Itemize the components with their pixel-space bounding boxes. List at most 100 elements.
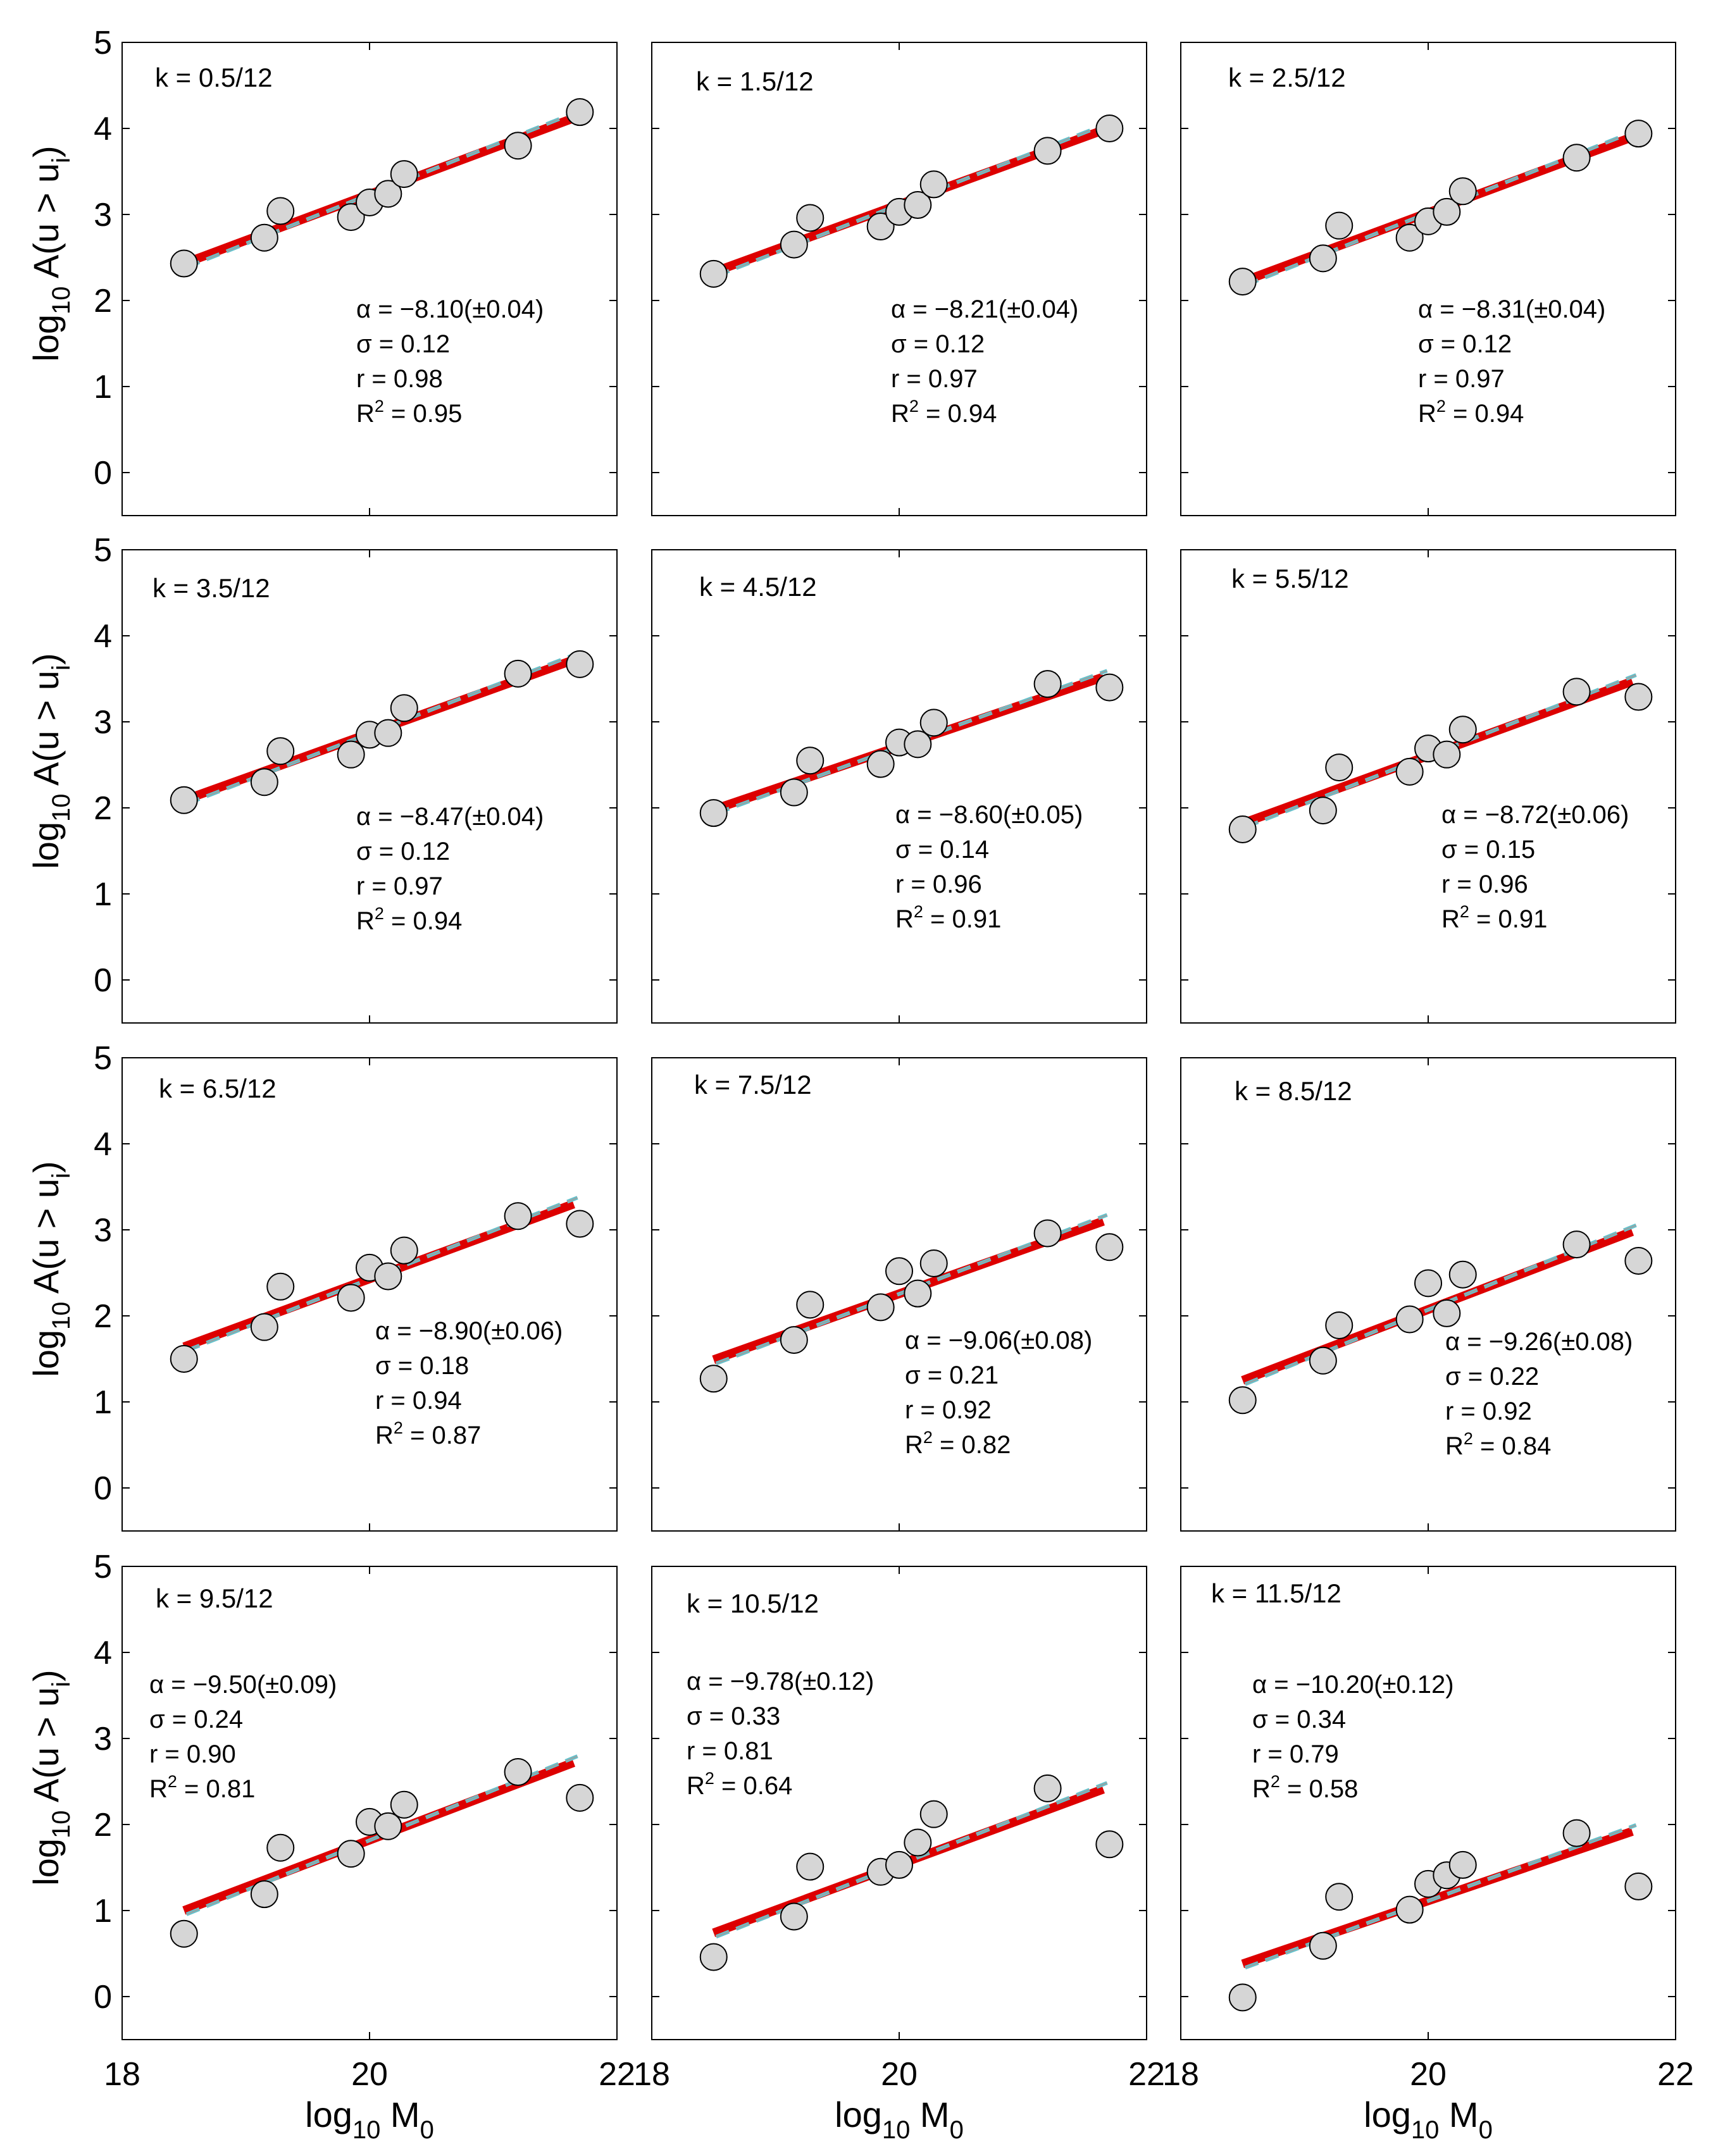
y-tick-label: 3 xyxy=(94,704,112,741)
y-axis-title: log10 A(u > ui) xyxy=(26,1161,75,1377)
y-tick-label: 5 xyxy=(94,532,112,569)
y-tick-label: 5 xyxy=(94,1040,112,1077)
data-point xyxy=(1325,211,1354,240)
data-point xyxy=(866,750,895,778)
data-point xyxy=(337,740,365,769)
data-point xyxy=(1624,120,1653,148)
data-point xyxy=(1228,268,1257,296)
data-point xyxy=(1448,177,1477,206)
data-point xyxy=(699,1365,728,1393)
data-point xyxy=(904,1279,932,1308)
x-tick-label: 20 xyxy=(351,2056,388,2093)
data-point xyxy=(699,799,728,827)
r-stat: r = 0.90 xyxy=(149,1740,236,1768)
data-point xyxy=(1095,1233,1124,1261)
data-point xyxy=(170,1345,198,1373)
x-tick-label: 20 xyxy=(881,2056,918,2093)
y-tick-label: 4 xyxy=(94,1126,112,1163)
data-point xyxy=(919,170,948,199)
y-tick-label: 5 xyxy=(94,1549,112,1585)
data-point xyxy=(1395,1895,1424,1924)
x-axis-title: log10 M0 xyxy=(1364,2095,1493,2144)
x-tick-label: 22 xyxy=(599,2056,635,2093)
data-point xyxy=(566,650,594,678)
r-stat: r = 0.94 xyxy=(375,1387,462,1415)
sigma-stat: σ = 0.12 xyxy=(891,330,985,358)
r-stat: r = 0.79 xyxy=(1252,1740,1339,1768)
y-tick-label: 5 xyxy=(94,25,112,61)
y-tick-label: 4 xyxy=(94,1635,112,1671)
y-tick-label: 1 xyxy=(94,1384,112,1421)
plot-frame xyxy=(121,42,618,516)
r-stat: r = 0.96 xyxy=(895,870,982,898)
r2-stat: R2 = 0.94 xyxy=(891,397,997,428)
panel-k-label: k = 11.5/12 xyxy=(1211,1578,1341,1608)
plot-frame xyxy=(651,549,1147,1024)
sigma-stat: σ = 0.21 xyxy=(905,1361,999,1389)
plot-frame xyxy=(121,1057,618,1532)
data-point xyxy=(390,1236,418,1265)
data-point xyxy=(170,786,198,814)
data-point xyxy=(1414,1269,1442,1298)
panel-1: 0 1 2 3 4 5 k = 0.5/12 α = −8.10(±0.04) σ = 0.12… xyxy=(94,25,618,516)
panel-k-label: k = 8.5/12 xyxy=(1235,1076,1352,1106)
panels-layer: 0 1 2 3 4 5 k = 0.5/12 α = −8.10(±0.04) σ = 0.12… xyxy=(94,25,1694,2093)
alpha-stat: α = −9.78(±0.12) xyxy=(687,1668,874,1695)
sigma-stat: σ = 0.24 xyxy=(149,1706,243,1733)
plot-frame xyxy=(121,549,618,1024)
x-axis-title: log10 M0 xyxy=(835,2095,964,2144)
data-point xyxy=(504,1758,532,1787)
data-point xyxy=(250,768,278,796)
x-tick-label: 18 xyxy=(633,2056,670,2093)
data-point xyxy=(1562,1819,1591,1847)
data-point xyxy=(904,730,932,759)
data-point xyxy=(1448,716,1477,744)
panel-k-label: k = 0.5/12 xyxy=(155,63,273,92)
r2-stat: R2 = 0.94 xyxy=(356,904,462,935)
y-axis-title: log10 A(u > ui) xyxy=(26,653,75,869)
panel-k-label: k = 6.5/12 xyxy=(159,1074,277,1103)
y-tick-label: 2 xyxy=(94,1298,112,1335)
alpha-stat: α = −8.31(±0.04) xyxy=(1418,295,1605,323)
y-tick-label: 2 xyxy=(94,790,112,827)
r2-stat: R2 = 0.91 xyxy=(895,902,1001,933)
data-point xyxy=(1624,1246,1653,1275)
r-stat: r = 0.97 xyxy=(356,872,443,900)
sigma-stat: σ = 0.15 xyxy=(1441,836,1535,864)
data-point xyxy=(796,747,825,775)
data-point xyxy=(780,1902,808,1931)
data-point xyxy=(1095,673,1124,702)
plot-frame xyxy=(121,1566,618,2040)
data-point xyxy=(266,197,295,225)
data-point xyxy=(266,1272,295,1301)
data-point xyxy=(337,203,365,232)
data-point xyxy=(699,1943,728,1971)
y-tick-label: 0 xyxy=(94,1979,112,2016)
alpha-stat: α = −9.26(±0.08) xyxy=(1445,1328,1633,1356)
data-point xyxy=(1562,678,1591,706)
data-point xyxy=(170,249,198,278)
data-point xyxy=(1448,1260,1477,1289)
data-point xyxy=(919,1249,948,1278)
data-point xyxy=(390,694,418,722)
y-tick-label: 1 xyxy=(94,1893,112,1930)
alpha-stat: α = −9.06(±0.08) xyxy=(905,1327,1092,1354)
data-point xyxy=(390,1790,418,1819)
x-axis-title: log10 M0 xyxy=(305,2095,434,2144)
y-axis-title: log10 A(u > ui) xyxy=(26,1670,75,1885)
data-point xyxy=(266,1833,295,1862)
data-point xyxy=(1309,796,1337,825)
data-point xyxy=(1624,1872,1653,1900)
r-stat: r = 0.97 xyxy=(1418,365,1505,393)
r2-stat: R2 = 0.64 xyxy=(687,1769,792,1800)
r2-stat: R2 = 0.91 xyxy=(1441,902,1547,933)
panel-7: 0 1 2 3 4 5 k = 6.5/12 α = −8.90(±0.06) σ = 0.18… xyxy=(94,1040,618,1532)
y-tick-label: 2 xyxy=(94,283,112,319)
data-point xyxy=(1228,1386,1257,1415)
data-point xyxy=(1325,1311,1354,1339)
panel-8: k = 7.5/12 α = −9.06(±0.08) σ = 0.21 r = 0.… xyxy=(651,1057,1147,1532)
data-point xyxy=(566,1783,594,1812)
data-point xyxy=(1309,244,1337,273)
plot-frame xyxy=(1180,549,1676,1024)
panel-k-label: k = 7.5/12 xyxy=(694,1070,812,1100)
